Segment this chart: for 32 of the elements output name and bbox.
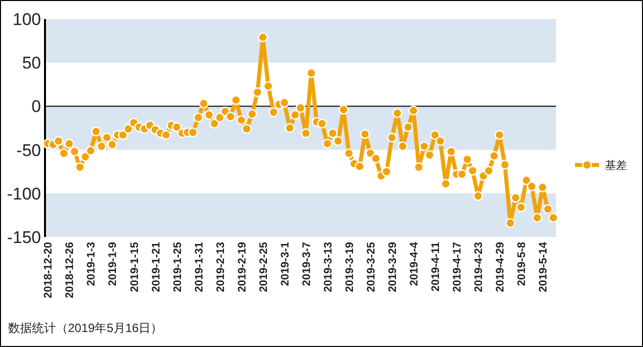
x-tick-label: 2019-1-31 (193, 242, 206, 292)
x-tick-label: 2019-4-23 (473, 242, 486, 292)
x-tick-label: 2019-3-29 (386, 242, 399, 292)
x-tick-label: 2019-3-1 (279, 242, 292, 286)
x-tick-label: 2019-2-25 (258, 242, 270, 292)
y-tick-label: -150 (6, 228, 41, 247)
y-tick-label: -50 (16, 140, 41, 160)
x-tick-label: 2018-12-26 (64, 242, 76, 298)
x-tick-label: 2019-2-19 (236, 242, 248, 292)
x-tick-label: 2018-12-20 (42, 242, 55, 298)
x-tick-label: 2019-2-13 (214, 242, 227, 292)
x-tick-label: 2019-1-25 (172, 242, 184, 292)
x-tick-label: 2019-4-29 (494, 242, 507, 292)
x-tick-label: 2019-1-9 (107, 242, 120, 286)
x-tick-label: 2019-3-19 (344, 242, 356, 292)
y-tick-label: -100 (6, 184, 41, 204)
x-tick-label: 2019-1-15 (128, 242, 141, 292)
legend-label: 基差 (605, 158, 627, 172)
y-tick-label: 50 (22, 54, 41, 73)
x-tick-label: 2019-4-11 (430, 242, 442, 292)
x-tick-label: 2019-3-25 (365, 242, 378, 292)
x-tick-label: 2019-5-8 (516, 242, 528, 286)
x-tick-label: 2019-3-13 (322, 242, 334, 292)
y-tick-label: 0 (32, 97, 41, 116)
y-tick-label: 100 (12, 10, 41, 29)
x-tick-label: 2019-1-21 (150, 242, 162, 292)
x-tick-label: 2019-1-3 (86, 242, 98, 286)
x-tick-label: 2019-3-7 (300, 242, 313, 286)
text: 数据统计（2019年5月16日） (8, 321, 163, 335)
x-tick-label: 2019-4-4 (408, 241, 420, 286)
x-tick-label: 2019-5-14 (538, 241, 550, 292)
x-tick-label: 2019-4-17 (451, 242, 464, 292)
